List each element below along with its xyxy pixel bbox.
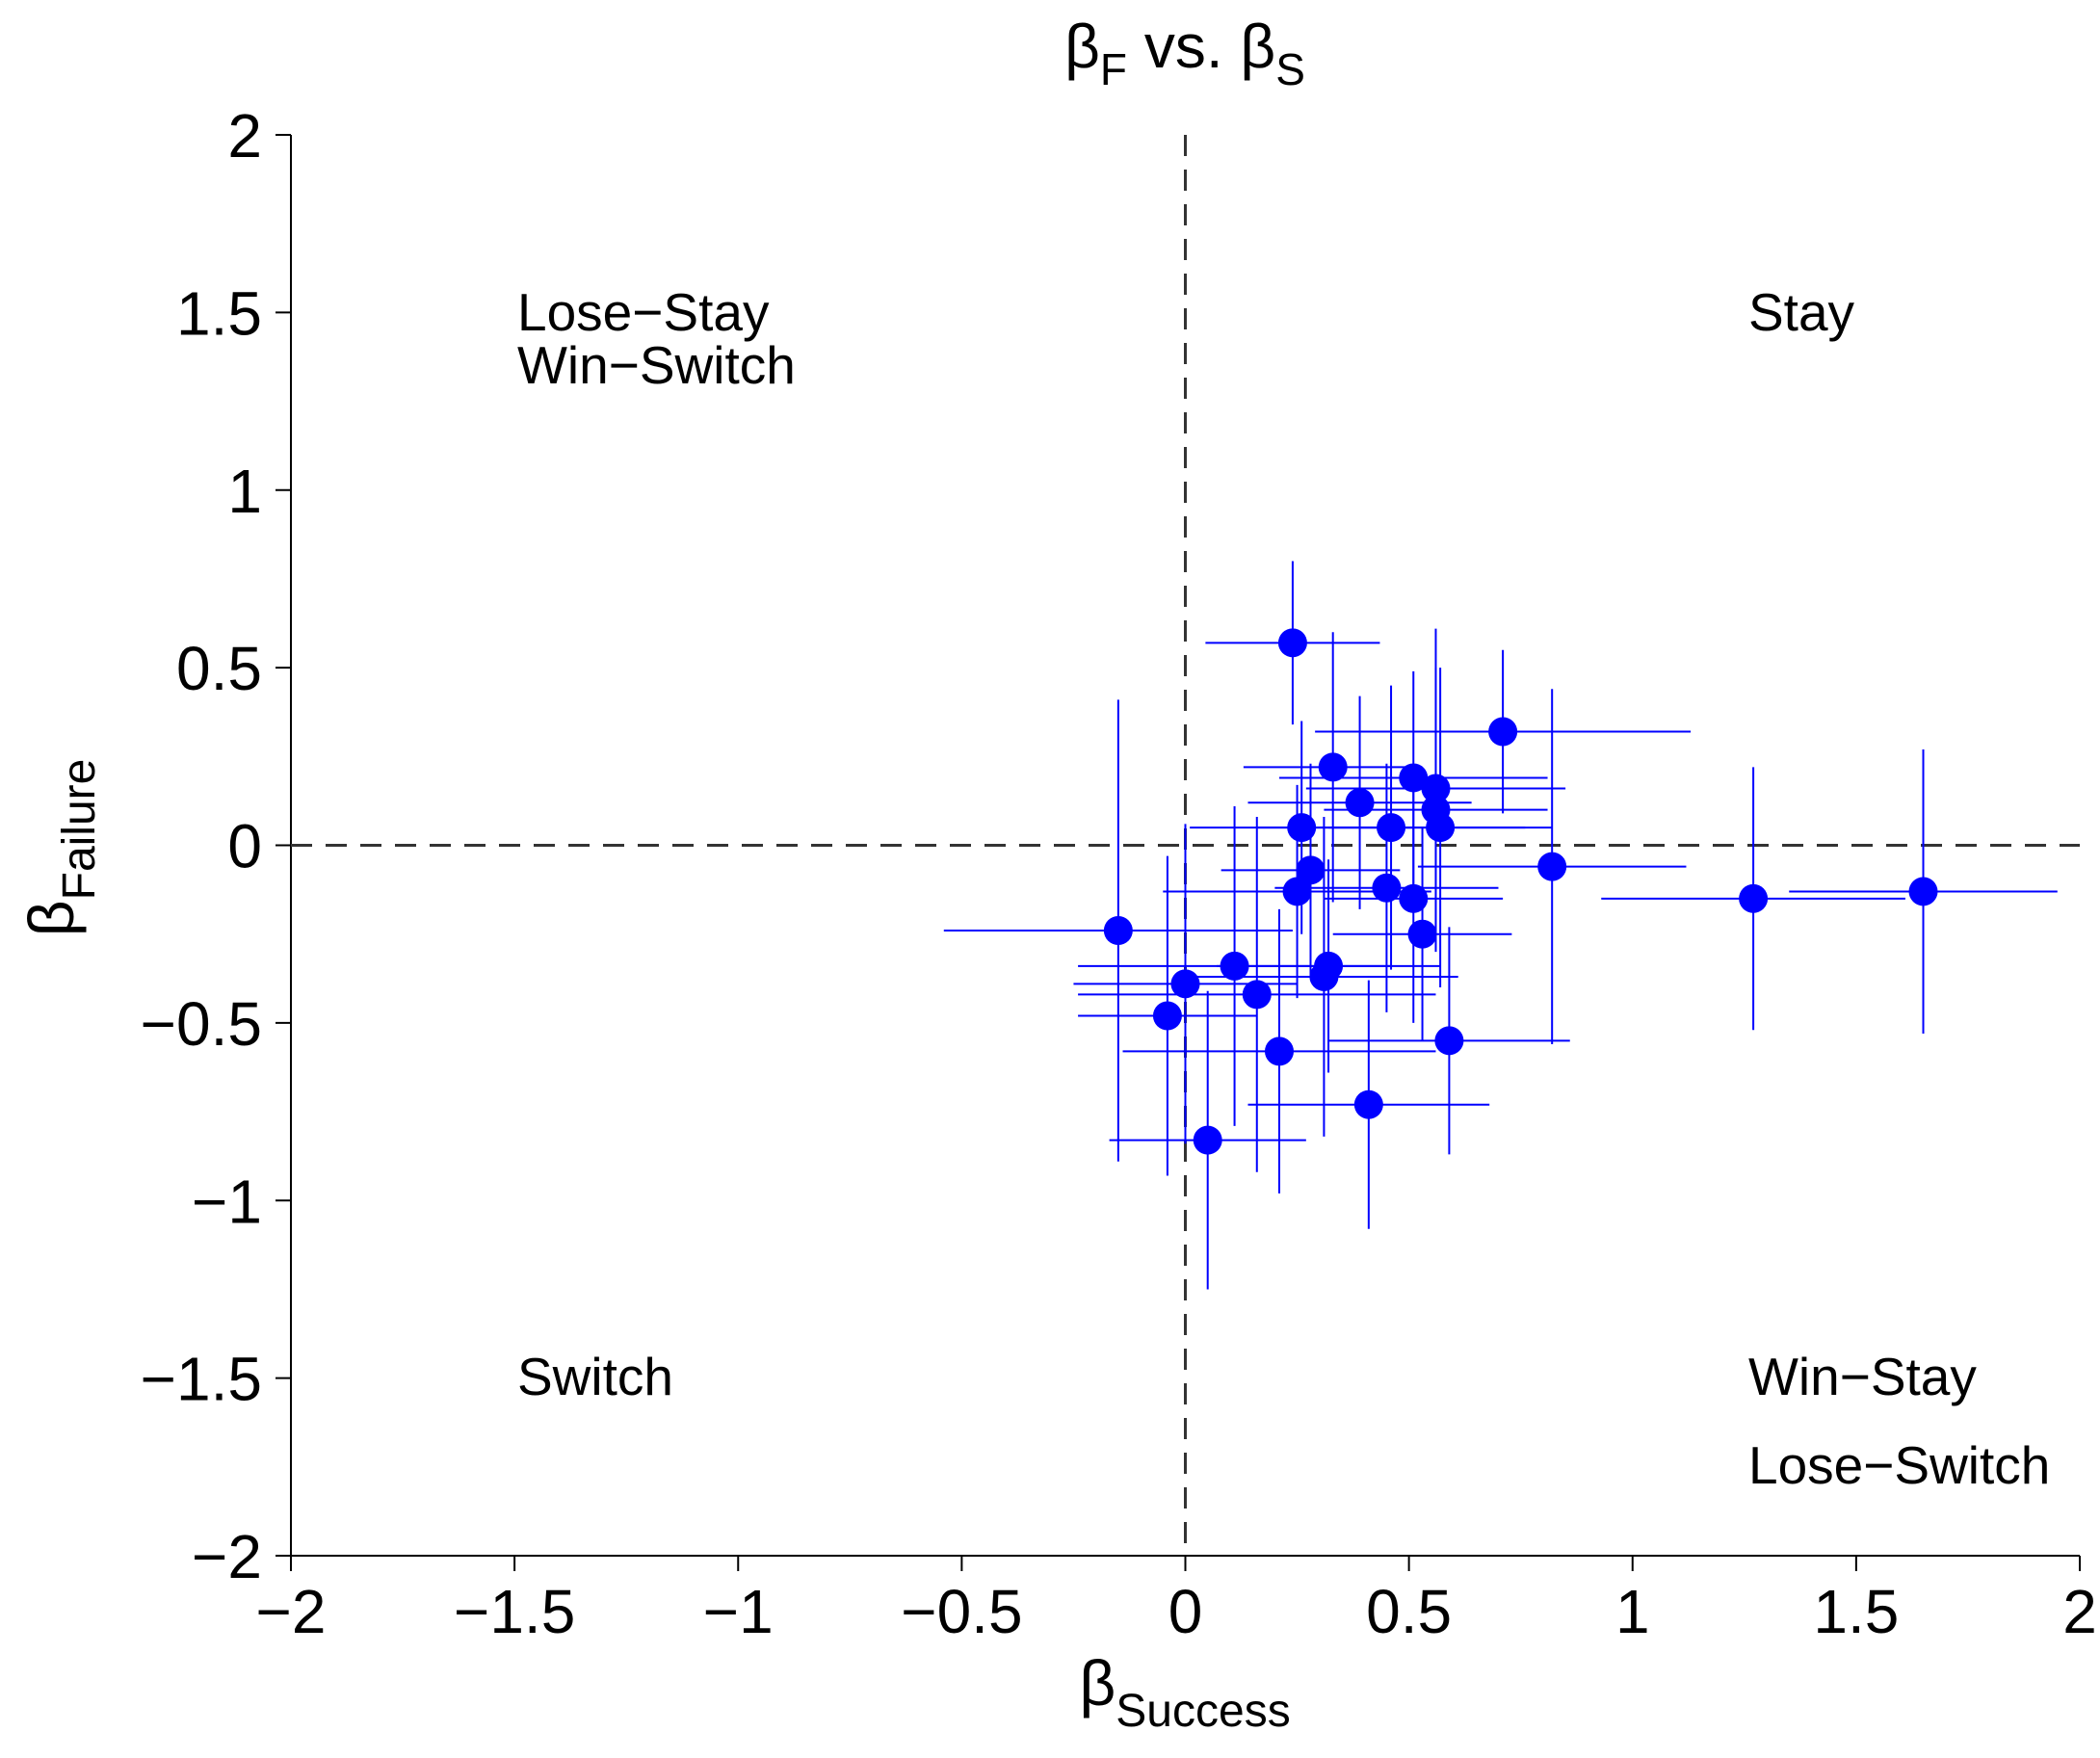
y-axis-label: βFailure [15,759,105,937]
data-point [1434,1026,1464,1056]
x-label-part: β [1079,1647,1116,1719]
data-point [1739,883,1769,913]
data-point [1287,813,1317,843]
data-point [1421,774,1451,803]
data-point [1908,877,1938,906]
data-point [1277,628,1307,658]
data-point [1282,877,1312,906]
quadrant-annotation: Lose−Switch [1748,1435,2050,1495]
data-point [1296,855,1326,885]
data-point [1537,852,1567,881]
title-subscript: F [1100,44,1127,94]
data-point [1377,813,1406,843]
y-label-part: β [15,900,87,936]
x-tick-label: 2 [2062,1577,2097,1646]
data-point [1193,1125,1222,1155]
y-tick-label: −2 [192,1522,262,1591]
data-point [1399,763,1429,793]
data-point [1372,873,1402,903]
x-label-subscript: Success [1116,1686,1290,1737]
quadrant-annotation: Win−Switch [517,335,796,395]
data-point [1103,916,1133,945]
data-point [1309,961,1339,991]
y-tick-label: 0 [227,812,262,881]
x-tick-label: −0.5 [901,1577,1022,1646]
data-point [1399,883,1429,913]
data-point [1152,1001,1182,1031]
quadrant-annotation: Stay [1748,282,1855,342]
quadrant-annotation: Lose−Stay [517,282,770,342]
data-point [1353,1089,1383,1119]
title-part: β [1064,12,1100,81]
y-tick-label: 1 [227,457,262,526]
y-label-subscript: Failure [54,759,105,901]
y-tick-label: −0.5 [141,989,262,1059]
x-tick-label: −1.5 [454,1577,575,1646]
x-tick-label: 0.5 [1366,1577,1452,1646]
data-point [1345,788,1375,818]
data-point [1407,919,1437,949]
data-point [1488,717,1518,747]
y-tick-label: 0.5 [176,634,262,703]
data-point [1170,969,1200,999]
y-tick-label: 1.5 [176,278,262,348]
data-point [1220,951,1249,981]
title-subscript: S [1275,44,1305,94]
chart-title: βF vs. βS [1064,12,1305,94]
x-tick-label: 1.5 [1813,1577,1899,1646]
quadrant-annotation: Switch [517,1347,673,1406]
x-tick-label: 1 [1615,1577,1650,1646]
y-tick-label: −1 [192,1167,262,1236]
title-part: vs. β [1127,12,1275,81]
data-point [1318,752,1348,782]
x-tick-label: −2 [256,1577,327,1646]
x-tick-label: −1 [703,1577,774,1646]
data-point [1264,1036,1294,1066]
x-axis-label: βSuccess [1079,1647,1290,1737]
quadrant-annotation: Win−Stay [1748,1347,1977,1406]
y-tick-label: 2 [227,101,262,171]
y-tick-label: −1.5 [141,1345,262,1414]
x-tick-label: 0 [1168,1577,1203,1646]
data-point [1242,980,1272,1010]
data-point [1426,813,1456,843]
